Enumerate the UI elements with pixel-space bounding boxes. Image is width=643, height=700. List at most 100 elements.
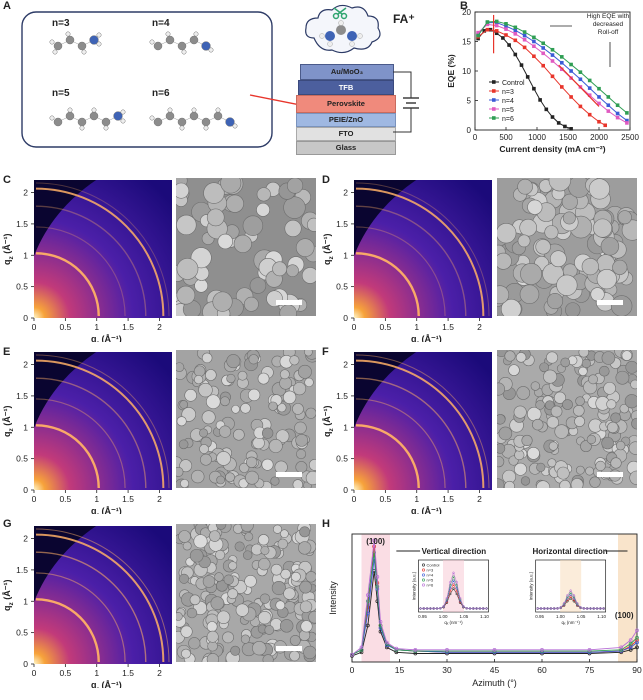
data-point <box>560 60 564 65</box>
panel-label-a: A <box>3 0 11 12</box>
data-point <box>540 647 544 652</box>
grain <box>610 295 633 316</box>
grain <box>239 462 250 473</box>
grain <box>178 530 191 543</box>
legend-marker <box>492 89 496 93</box>
x-tick-label: 30 <box>442 665 452 675</box>
grain <box>521 434 533 447</box>
sem-grain-texture <box>497 350 637 488</box>
grain <box>231 404 240 414</box>
grain <box>257 372 270 385</box>
y-axis-label: qz (Å⁻¹) <box>2 234 15 266</box>
y-axis-label: EQE (%) <box>446 54 456 88</box>
grain <box>546 351 559 364</box>
grain <box>233 428 245 441</box>
x-tick-label: 90 <box>632 665 642 675</box>
inset-point <box>452 587 455 590</box>
x-tick-label: 0.5 <box>59 668 71 678</box>
grain <box>504 480 515 488</box>
grain <box>200 453 212 466</box>
data-point <box>578 104 583 109</box>
inset-vertical: 0.95 1.00 1.05 1.10 qₓ (nm⁻¹) Intensity (a.u.… <box>412 559 489 625</box>
x-axis-subscript: r <box>97 686 100 688</box>
y-tick-label: 1.5 <box>16 565 28 575</box>
shadow-wedge <box>354 352 417 428</box>
molecule-n3 <box>49 31 102 55</box>
grain <box>270 476 280 486</box>
data-point <box>569 69 573 73</box>
grain <box>559 479 571 488</box>
y-axis-label: Intensity <box>328 581 338 615</box>
sem-image-c <box>176 178 316 316</box>
data-point <box>541 51 545 56</box>
data-point <box>560 67 564 72</box>
grain <box>193 534 208 549</box>
grain <box>294 421 307 435</box>
sem-grain-texture <box>176 524 316 662</box>
grain <box>292 403 304 415</box>
circuit-wire <box>393 71 419 133</box>
grain <box>176 362 185 372</box>
grain <box>176 612 183 621</box>
grain <box>244 575 257 588</box>
grain <box>272 261 288 277</box>
inset-horizontal: 0.95 1.00 1.05 1.10 qₓ (nm⁻¹) Intensity (a.u.… <box>529 559 607 625</box>
inset-line <box>420 572 487 609</box>
grain <box>180 625 193 638</box>
legend-entry: n=5 <box>502 107 514 114</box>
inset-x-tick: 1.00 <box>439 614 448 619</box>
inset-y-label: Intensity (a.u.) <box>529 571 534 600</box>
sem-image-e <box>176 350 316 488</box>
grain <box>513 405 527 419</box>
data-point <box>494 23 499 28</box>
y-axis-subscript: z <box>328 256 335 260</box>
panel-label-g: G <box>3 518 12 530</box>
diffraction-ring <box>355 359 485 489</box>
grain <box>206 394 221 409</box>
x-tick-label: 1 <box>94 668 99 678</box>
data-point <box>635 635 639 640</box>
x-tick-label: 2 <box>477 322 482 332</box>
data-point <box>597 86 601 91</box>
inset-legend-entry: n=6 <box>427 583 435 588</box>
grain <box>595 460 606 472</box>
grain <box>268 401 278 411</box>
layer-fto: FTO <box>296 127 396 141</box>
grain <box>600 237 620 256</box>
grain <box>199 444 209 454</box>
grain <box>234 541 245 552</box>
y-tick-label: 0 <box>467 126 472 135</box>
grain <box>179 459 193 473</box>
grain <box>586 434 597 445</box>
grain <box>517 234 531 248</box>
diffraction-ring <box>355 205 467 317</box>
inset-legend-marker <box>422 568 426 572</box>
data-point <box>538 98 542 102</box>
grain <box>258 610 272 625</box>
grain <box>520 263 543 285</box>
x-tick-label: 1.5 <box>122 494 134 504</box>
panel-label-d: D <box>322 174 330 186</box>
molecule-label-n4: n=4 <box>152 18 170 29</box>
grain <box>630 379 637 390</box>
series-line-Control <box>351 570 638 657</box>
shadow-wedge <box>34 526 97 602</box>
data-point <box>606 103 611 108</box>
horizontal-band <box>618 534 637 662</box>
data-point <box>501 36 505 40</box>
inset-legend-entry: n=4 <box>427 573 435 578</box>
x-tick-label: 2 <box>157 322 162 332</box>
diffraction-ring <box>355 182 490 317</box>
grain <box>258 557 271 571</box>
inset-legend-marker <box>422 563 426 567</box>
grain <box>237 370 248 381</box>
grain <box>198 382 213 398</box>
inset-point <box>579 606 582 609</box>
grain <box>519 284 540 305</box>
data-point <box>628 645 633 650</box>
data-point <box>513 52 518 57</box>
grain <box>230 645 241 656</box>
diffraction-ring <box>355 252 420 317</box>
grain <box>201 352 213 364</box>
layer-glass: Glass <box>296 141 396 155</box>
